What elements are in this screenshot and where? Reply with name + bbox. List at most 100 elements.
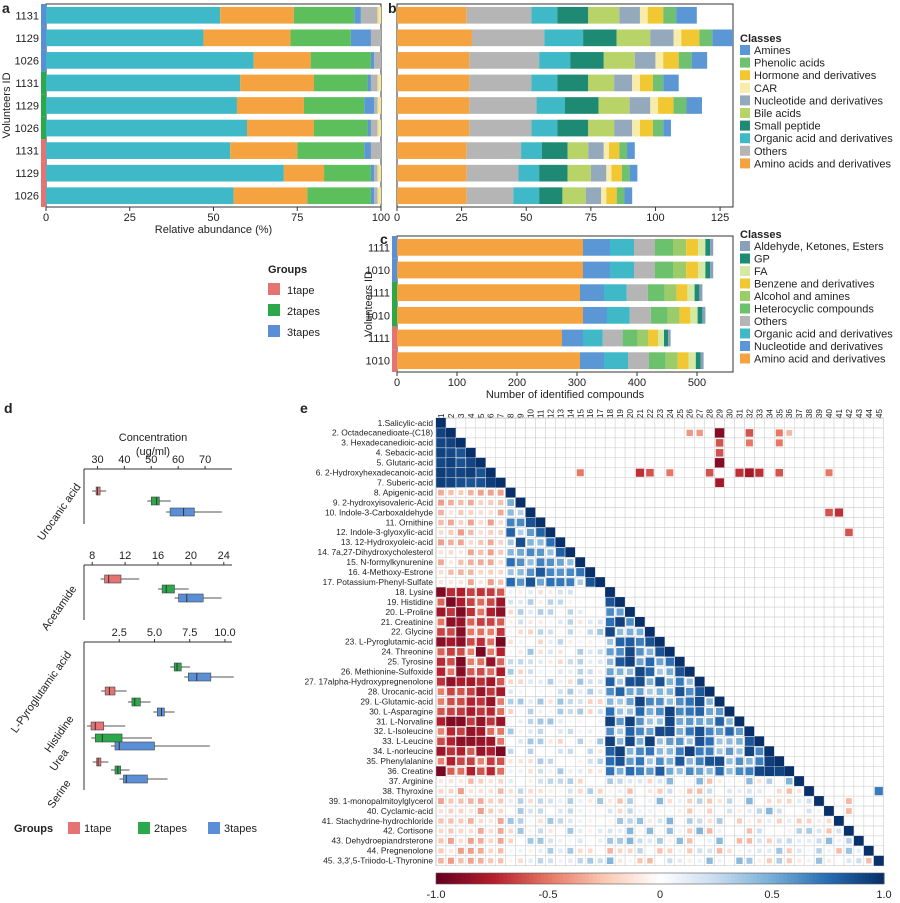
- heatmap-cell: [757, 858, 762, 863]
- legend-label: Amines: [754, 45, 791, 57]
- heatmap-cell: [587, 699, 593, 704]
- heatmap-cell: [605, 627, 615, 637]
- heatmap-cell: [588, 839, 593, 843]
- heatmap-cell: [775, 468, 784, 477]
- bar-segment: [283, 164, 325, 182]
- heatmap-cell: [597, 699, 603, 704]
- heatmap-cell: [548, 739, 553, 744]
- heatmap-cell: [447, 707, 455, 716]
- heatmap-cell: [568, 600, 573, 605]
- heatmap-cell: [568, 719, 573, 724]
- heatmap-cell: [437, 758, 445, 765]
- colorbar-step: [465, 873, 471, 884]
- heatmap-cell: [538, 788, 543, 794]
- heatmap-cell: [697, 839, 702, 843]
- row-label: 1111: [368, 242, 390, 254]
- heatmap-cell: [615, 746, 625, 757]
- heatmap-cell: [568, 818, 573, 824]
- heatmap-cell: [458, 779, 463, 784]
- row-label: 5. Glutaric-acid: [377, 458, 434, 468]
- bar-segment: [539, 187, 563, 205]
- colorbar-tick-label: 0.5: [764, 889, 779, 901]
- heatmap-cell: [687, 828, 693, 834]
- heatmap-cell: [436, 717, 446, 726]
- heatmap-cell: [448, 788, 454, 794]
- bar-segment: [663, 119, 671, 137]
- bar-segment: [649, 352, 666, 370]
- heatmap-cell: [764, 756, 775, 767]
- heatmap-cell: [438, 569, 444, 575]
- colorbar-step: [786, 873, 792, 884]
- heatmap-cell: [767, 818, 772, 824]
- panel-label: b: [388, 0, 397, 16]
- bar-segment: [360, 6, 378, 24]
- bar-segment: [690, 306, 698, 324]
- heatmap-cell: [457, 727, 465, 736]
- heatmap-cell: [677, 809, 682, 814]
- heatmap-cell: [478, 510, 484, 515]
- heatmap-cell: [456, 607, 466, 617]
- heatmap-cell: [467, 618, 475, 626]
- col-number: 42: [845, 409, 854, 418]
- heatmap-cell: [578, 769, 583, 774]
- col-number: 25: [676, 409, 685, 418]
- bar-segment: [397, 74, 470, 92]
- bar-segment: [650, 306, 668, 324]
- heatmap-cell: [846, 808, 852, 814]
- colorbar-step: [521, 873, 527, 884]
- bar-segment: [665, 352, 678, 370]
- heatmap-cell: [436, 667, 446, 676]
- row-label: 35. Phenylalanine: [366, 756, 433, 766]
- col-number: 18: [606, 409, 615, 418]
- heatmap-cell: [537, 798, 544, 804]
- colorbar-step: [857, 873, 863, 884]
- col-number: 1: [437, 413, 446, 418]
- heatmap-cell: [705, 756, 715, 766]
- heatmap-cell: [466, 757, 475, 766]
- heatmap-cell: [466, 467, 476, 478]
- heatmap-cell: [488, 808, 494, 814]
- heatmap-cell: [794, 776, 805, 787]
- heatmap-cell: [588, 739, 593, 744]
- heatmap-cell: [558, 838, 563, 843]
- heatmap-cell: [498, 858, 504, 864]
- bar-segment: [598, 97, 630, 114]
- bar-segment: [688, 352, 696, 370]
- bar-segment: [377, 164, 381, 182]
- bar-segment: [570, 52, 604, 69]
- heatmap-cell: [436, 677, 445, 686]
- heatmap-cell: [717, 789, 722, 793]
- bar-segment: [673, 238, 687, 256]
- heatmap-cell: [558, 808, 563, 814]
- heatmap-cell: [455, 437, 466, 448]
- heatmap-cell: [466, 478, 476, 488]
- legend-swatch: [740, 328, 750, 339]
- heatmap-cell: [776, 857, 783, 864]
- heatmap-cell: [447, 647, 455, 656]
- heatmap-cell: [597, 679, 603, 684]
- heatmap-cell: [645, 637, 655, 647]
- row-label: 39. 1-monopalmitoylglycerol: [329, 796, 433, 806]
- colorbar-step: [454, 873, 459, 884]
- heatmap-cell: [826, 818, 832, 824]
- heatmap-cell: [476, 746, 486, 756]
- heatmap-cell: [846, 798, 852, 804]
- heatmap-cell: [578, 799, 583, 804]
- heatmap-cell: [446, 597, 456, 607]
- heatmap-cell: [558, 848, 563, 854]
- heatmap-cell: [486, 707, 495, 716]
- heatmap-cell: [635, 667, 645, 677]
- heatmap-cell: [578, 818, 583, 823]
- heatmap-cell: [675, 677, 684, 686]
- heatmap-cell: [486, 717, 495, 726]
- heatmap-cell: [507, 668, 514, 675]
- heatmap-cell: [446, 617, 456, 627]
- plot-frame: [396, 235, 734, 373]
- heatmap-cell: [607, 808, 613, 814]
- heatmap-cell: [656, 797, 664, 805]
- heatmap-cell: [587, 758, 593, 764]
- heatmap-cell: [508, 659, 514, 665]
- box: [169, 507, 195, 517]
- heatmap-cell: [786, 798, 792, 804]
- heatmap-cell: [578, 759, 583, 764]
